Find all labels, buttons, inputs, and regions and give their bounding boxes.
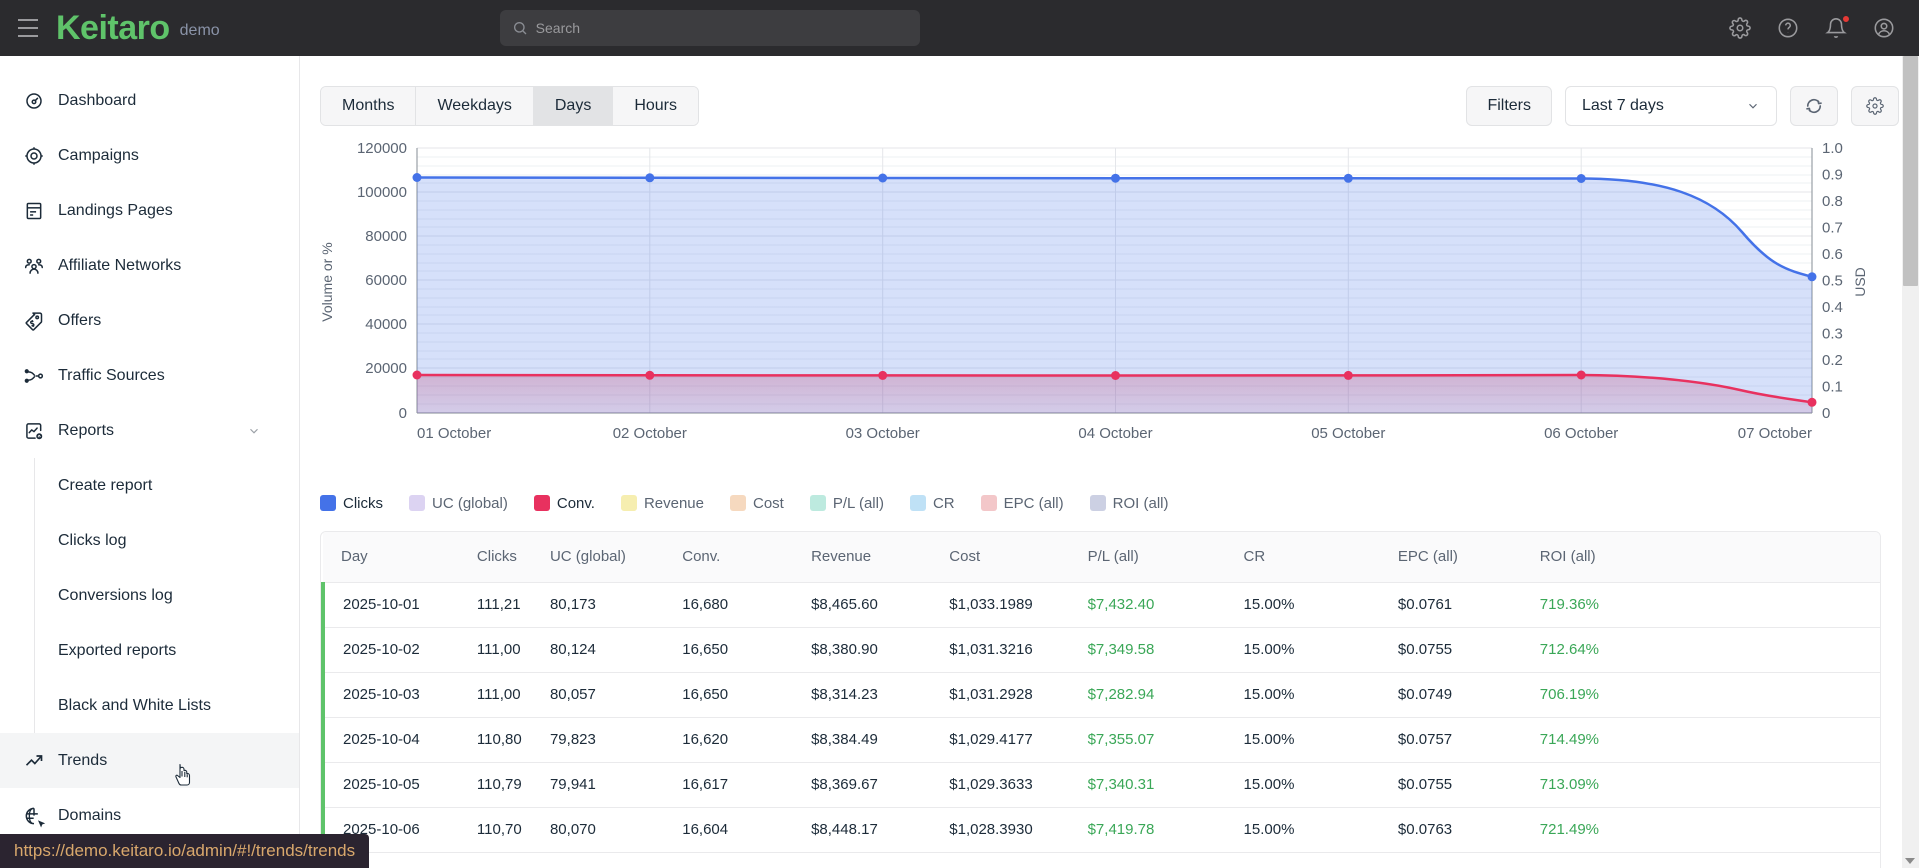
svg-text:0: 0 bbox=[1822, 405, 1830, 422]
svg-text:60000: 60000 bbox=[365, 272, 407, 289]
svg-text:0.7: 0.7 bbox=[1822, 220, 1843, 237]
svg-text:0: 0 bbox=[399, 405, 407, 422]
svg-text:120000: 120000 bbox=[357, 142, 407, 157]
svg-text:0.5: 0.5 bbox=[1822, 273, 1843, 290]
svg-text:06 October: 06 October bbox=[1544, 425, 1618, 442]
svg-text:01 October: 01 October bbox=[417, 425, 491, 442]
svg-text:0.3: 0.3 bbox=[1822, 326, 1843, 343]
svg-text:USD: USD bbox=[1852, 267, 1868, 297]
svg-text:1.0: 1.0 bbox=[1822, 142, 1843, 157]
svg-text:Volume or %: Volume or % bbox=[320, 242, 335, 321]
svg-text:0.8: 0.8 bbox=[1822, 193, 1843, 210]
svg-text:20000: 20000 bbox=[365, 360, 407, 377]
svg-text:04 October: 04 October bbox=[1078, 425, 1152, 442]
svg-text:0.4: 0.4 bbox=[1822, 299, 1843, 316]
svg-text:40000: 40000 bbox=[365, 316, 407, 333]
svg-text:100000: 100000 bbox=[357, 184, 407, 201]
svg-text:02 October: 02 October bbox=[613, 425, 687, 442]
svg-text:0.6: 0.6 bbox=[1822, 246, 1843, 263]
svg-text:0.2: 0.2 bbox=[1822, 352, 1843, 369]
svg-text:07 October: 07 October bbox=[1738, 425, 1812, 442]
svg-text:03 October: 03 October bbox=[846, 425, 920, 442]
svg-text:05 October: 05 October bbox=[1311, 425, 1385, 442]
svg-text:0.9: 0.9 bbox=[1822, 167, 1843, 184]
svg-text:80000: 80000 bbox=[365, 228, 407, 245]
svg-text:0.1: 0.1 bbox=[1822, 379, 1843, 396]
